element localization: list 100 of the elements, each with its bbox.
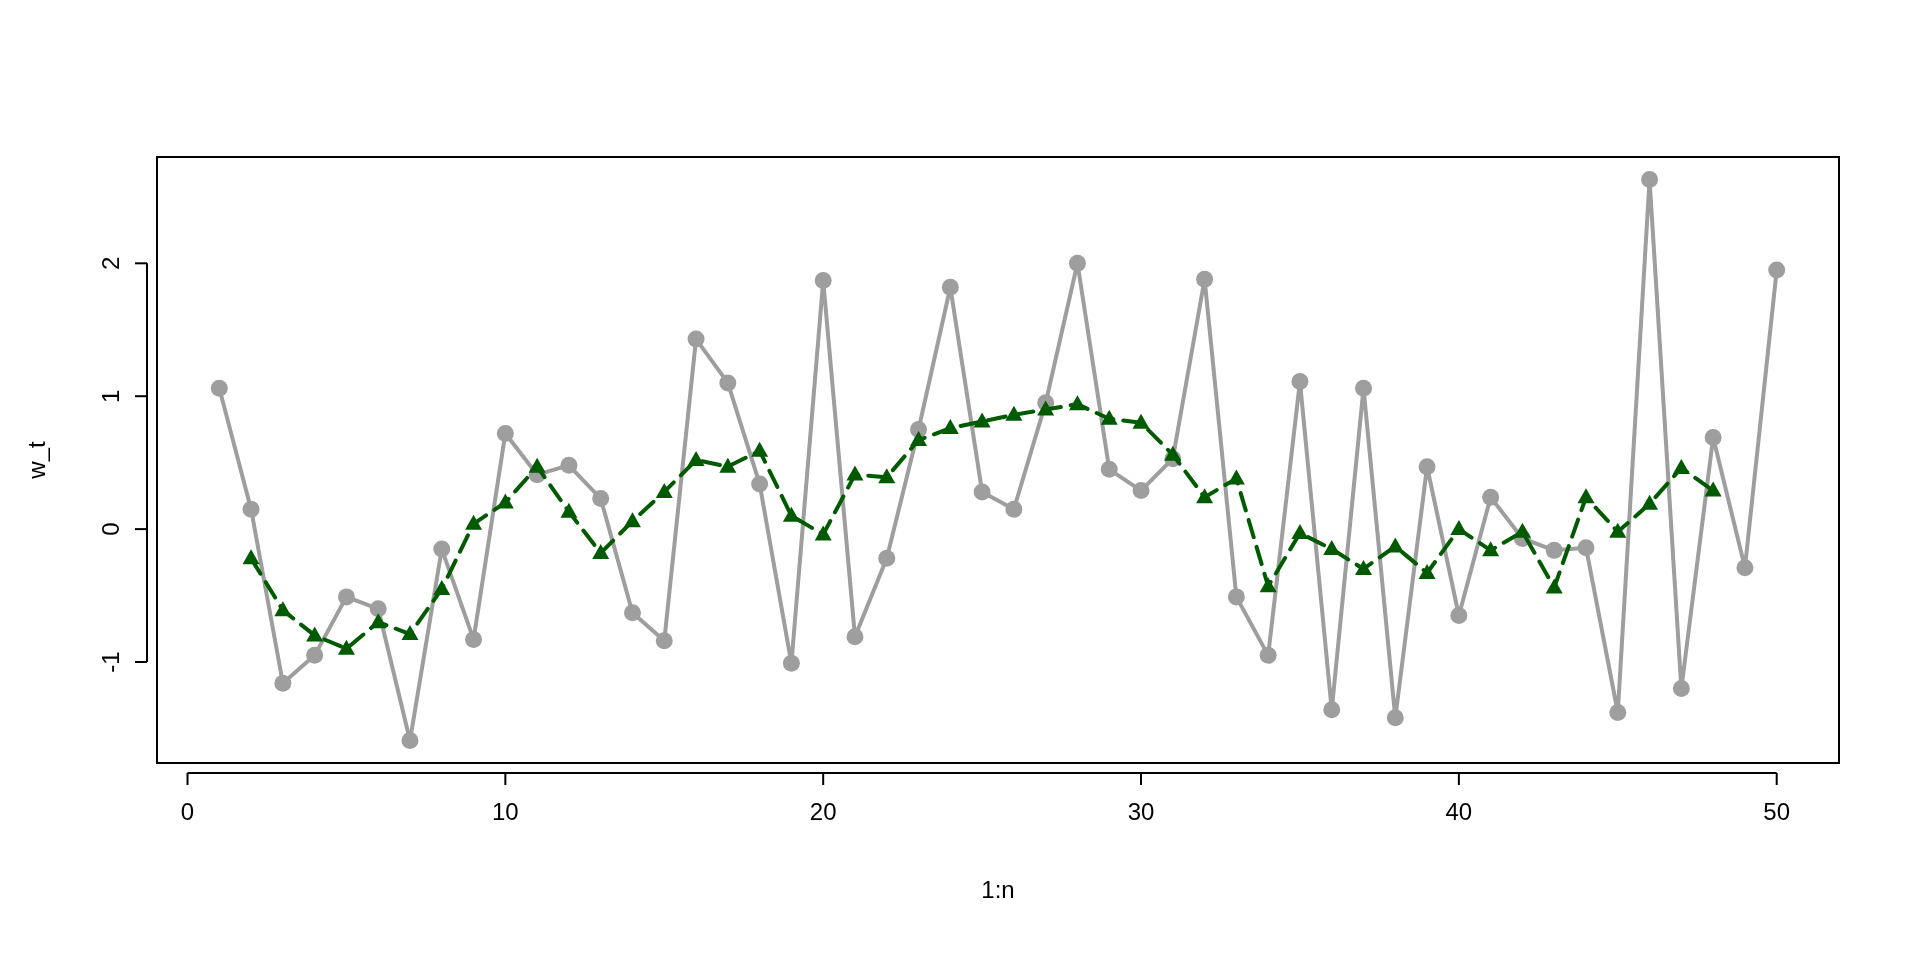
point [1482,488,1500,506]
point [1545,578,1563,594]
point [1418,563,1436,579]
y-tick-label: -1 [97,651,124,673]
point [1386,709,1404,727]
point [306,646,324,664]
point [1323,701,1341,719]
point [1164,445,1182,461]
point [560,502,578,518]
point [1005,500,1023,518]
point [751,475,769,493]
y-axis-title: w_t [23,441,50,480]
point [1482,541,1500,557]
point [910,431,928,447]
point [1355,379,1373,397]
x-tick-label: 50 [1763,798,1791,825]
point [1100,409,1118,425]
point [719,457,737,473]
y-tick-label: 1 [97,389,124,403]
point [1609,704,1627,721]
point [1450,520,1468,536]
point [1768,261,1786,279]
point [687,451,705,466]
point [337,588,355,606]
point [528,457,546,473]
point [1259,646,1277,664]
point [1259,577,1277,593]
point [465,630,483,648]
point [401,731,419,749]
point [846,628,864,646]
point [878,468,896,484]
point [1641,171,1659,189]
point [496,424,514,442]
x-tick-label: 20 [809,798,837,825]
point [1227,469,1245,485]
point [433,540,451,558]
point [623,512,641,528]
x-axis-title: 1:n [981,876,1015,903]
point [1355,559,1373,575]
point [782,506,800,522]
point [1545,541,1563,559]
point [465,514,483,530]
x-tick-label: 10 [492,798,519,825]
point [751,441,769,457]
x-tick-label: 30 [1127,798,1155,825]
point [1450,606,1468,624]
point [655,482,673,498]
point [1068,254,1086,272]
point [369,600,387,618]
point [1100,460,1118,478]
point [242,500,260,518]
point [846,465,864,481]
point [1609,522,1627,538]
point [973,483,991,501]
point [592,544,610,560]
point [1672,680,1690,698]
point [1736,559,1754,577]
point [1672,458,1690,474]
point [1196,488,1214,504]
point [655,632,673,650]
point [1196,270,1214,288]
point [814,525,832,541]
point [274,601,292,617]
point [592,490,610,508]
point [1005,405,1023,421]
point [1132,413,1150,429]
point [274,674,292,692]
point [719,374,737,392]
y-tick-label: 2 [97,256,124,270]
point [878,549,896,567]
point [1577,539,1595,557]
point [1132,482,1150,500]
point [1037,400,1055,416]
point [1227,588,1245,606]
point [433,579,451,595]
point [1641,494,1659,510]
point [973,412,991,428]
point [306,626,324,642]
point [1068,395,1086,411]
point [1704,428,1722,446]
point [1577,488,1595,504]
point [1418,458,1436,476]
point [369,613,387,629]
x-tick-label: 40 [1445,798,1473,825]
point [1291,524,1309,540]
point [814,272,832,290]
point [1704,481,1722,497]
point [782,654,800,672]
point [210,379,228,397]
point [623,604,641,622]
x-tick-label: 0 [180,798,195,825]
y-tick-label: 0 [97,522,124,536]
point [1291,373,1309,391]
point [560,456,578,474]
point [242,549,260,565]
point [941,278,959,296]
point [941,419,959,435]
point [687,330,705,348]
point [1386,537,1404,553]
point [401,625,419,641]
